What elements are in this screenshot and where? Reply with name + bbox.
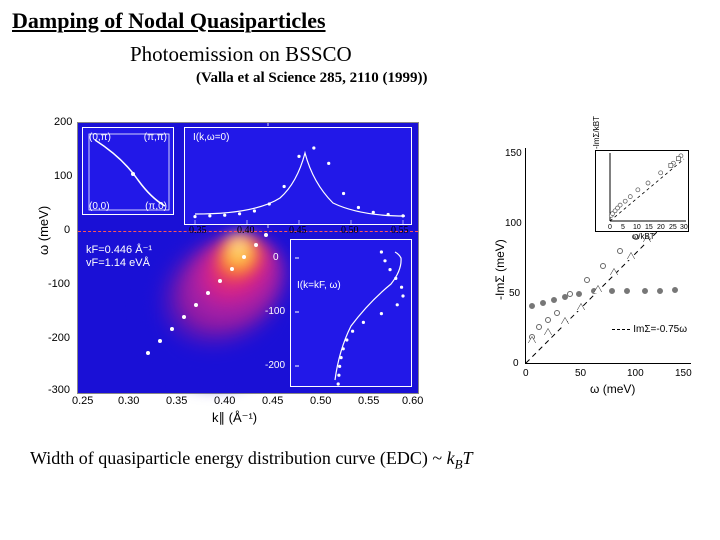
xtick: 0.50 xyxy=(310,395,331,407)
left-y-label: ω (meV) xyxy=(36,206,51,255)
right-plot-area: ImΣ=-0.75ω -ImΣ/kBT ω/kBT 0 5 10 15 20 2… xyxy=(525,148,691,364)
left-spectral-panel: ω (meV) k∥ (Å⁻¹) 200 100 0 -100 -200 -30… xyxy=(32,110,437,420)
rxtick: 50 xyxy=(575,368,586,379)
rxtick: 100 xyxy=(627,368,644,379)
rytick: 150 xyxy=(505,148,522,159)
xtick: 0.40 xyxy=(214,395,235,407)
inset-bz: (0,π) (π,π) (0,0) (π,0) xyxy=(82,127,174,215)
page-title: Damping of Nodal Quasiparticles xyxy=(12,8,326,34)
rxtick: 0 xyxy=(523,368,529,379)
rytick: 50 xyxy=(509,288,520,299)
ytick: -100 xyxy=(48,278,70,290)
itick: 30 xyxy=(680,224,688,231)
mdc-tick: 0.35 xyxy=(189,225,207,236)
ytick: 200 xyxy=(54,116,72,128)
xtick: 0.35 xyxy=(166,395,187,407)
inset-mdc: I(k,ω=0) 0.35 0.40 0.45 0.50 0.55 xyxy=(184,127,412,225)
xtick: 0.30 xyxy=(118,395,139,407)
fit-legend: ImΣ=-0.75ω xyxy=(612,324,687,335)
left-spectral-plot: kF=0.446 Å⁻¹ vF=1.14 eVÅ (0,π) (π,π) (0,… xyxy=(77,122,419,394)
bz-label: (0,0) xyxy=(89,201,110,212)
rytick: 0 xyxy=(513,358,519,369)
mdc-tick: 0.50 xyxy=(341,225,359,236)
edc-tick: -100 xyxy=(265,306,285,317)
itick: 15 xyxy=(645,224,653,231)
left-x-label: k∥ (Å⁻¹) xyxy=(212,410,257,426)
inset-xlab: ω/kBT xyxy=(632,232,655,241)
citation-text: (Valla et al Science 285, 2110 (1999)) xyxy=(196,70,428,87)
ytick: 100 xyxy=(54,170,72,182)
bz-label: (π,π) xyxy=(144,132,167,143)
mdc-tick: 0.40 xyxy=(237,225,255,236)
xtick: 0.60 xyxy=(402,395,423,407)
edc-label: I(k=kF, ω) xyxy=(297,280,341,291)
mdc-label: I(k,ω=0) xyxy=(193,132,229,143)
ytick: 0 xyxy=(64,224,70,236)
xtick: 0.45 xyxy=(262,395,283,407)
itick: 0 xyxy=(608,224,612,231)
bottom-caption: Width of quasiparticle energy distributi… xyxy=(30,448,473,473)
edc-tick: -200 xyxy=(265,360,285,371)
kf-annot: kF=0.446 Å⁻¹ xyxy=(86,243,152,256)
right-y-label: -ImΣ (meV) xyxy=(493,239,507,300)
bz-label: (π,0) xyxy=(145,201,167,212)
right-inset: -ImΣ/kBT ω/kBT 0 5 10 15 20 25 30 xyxy=(595,150,689,232)
rxtick: 150 xyxy=(675,368,692,379)
xtick: 0.25 xyxy=(72,395,93,407)
right-self-energy-panel: -ImΣ (meV) ω (meV) 0 50 100 150 0 50 100… xyxy=(495,140,695,400)
rytick: 100 xyxy=(505,218,522,229)
xtick: 0.55 xyxy=(358,395,379,407)
bz-label: (0,π) xyxy=(89,132,111,143)
itick: 25 xyxy=(669,224,677,231)
itick: 20 xyxy=(657,224,665,231)
ytick: -200 xyxy=(48,332,70,344)
inset-edc: I(k=kF, ω) 0 -100 -200 xyxy=(290,239,412,387)
mdc-tick: 0.45 xyxy=(289,225,307,236)
edc-tick: 0 xyxy=(273,252,279,263)
right-x-label: ω (meV) xyxy=(590,382,635,396)
inset-ylab: -ImΣ/kBT xyxy=(592,116,601,149)
vf-annot: vF=1.14 eVÅ xyxy=(86,257,150,269)
ytick: -300 xyxy=(48,384,70,396)
page-subtitle: Photoemission on BSSCO xyxy=(130,42,352,67)
mdc-tick: 0.55 xyxy=(391,225,409,236)
itick: 10 xyxy=(633,224,641,231)
itick: 5 xyxy=(621,224,625,231)
